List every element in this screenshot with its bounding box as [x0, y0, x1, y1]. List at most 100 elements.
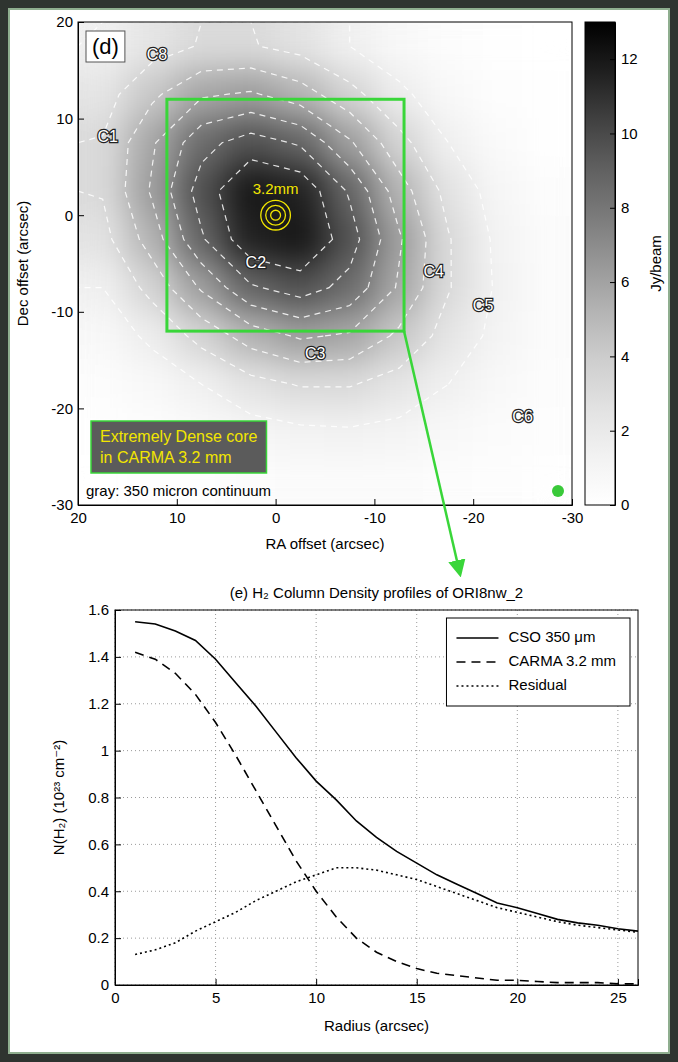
frame-background: [0, 0, 678, 1062]
tick-label: 15: [409, 989, 426, 1006]
heatmap-cell: [325, 456, 375, 505]
tick-label: 0: [111, 989, 119, 1006]
tick-mark: [610, 282, 615, 283]
tick-mark: [177, 499, 178, 505]
tick: 4: [610, 348, 629, 365]
heatmap-cell: [275, 456, 325, 505]
tick-label: 2: [621, 422, 629, 439]
heatmap-cell: [226, 360, 276, 409]
tick-label: 0: [101, 976, 109, 993]
heatmap-cell: [127, 360, 177, 409]
tick: 0.2: [88, 929, 121, 946]
tick-mark: [517, 979, 518, 985]
heatmap-cell: [127, 263, 177, 312]
tick-mark: [78, 312, 84, 313]
colorbar: [585, 22, 615, 505]
heatmap-cell: [325, 118, 375, 167]
heatmap-cell: [473, 311, 523, 360]
heatmap-cell: [423, 456, 473, 505]
tick-mark: [610, 356, 615, 357]
tick-label: 5: [212, 989, 220, 1006]
tick: 0: [610, 496, 629, 513]
heatmap-cell: [78, 360, 128, 409]
tick-mark: [115, 798, 121, 799]
tick-mark: [417, 979, 418, 985]
axis-title: Dec offset (arcsec): [14, 201, 31, 327]
axis-line: [79, 23, 85, 506]
tick: 2: [610, 422, 629, 439]
tick-label: 20: [56, 13, 73, 30]
tick-mark: [618, 979, 619, 985]
tick-label: 0: [272, 509, 280, 526]
tick-label: 0: [65, 207, 73, 224]
tick-label: 8: [621, 199, 629, 216]
heatmap-cell: [127, 166, 177, 215]
heatmap-cell: [325, 408, 375, 457]
heatmap-cell: [226, 22, 276, 71]
heatmap-cell: [127, 215, 177, 264]
tick-mark: [610, 59, 615, 60]
tick: 10: [169, 499, 186, 526]
tick-mark: [78, 22, 84, 23]
tick: 1.4: [88, 648, 121, 665]
axis: 0510152025: [111, 979, 638, 1006]
heatmap-cell: [325, 360, 375, 409]
heatmap-cell: [473, 70, 523, 119]
tick-label: 10: [169, 509, 186, 526]
tick-mark: [78, 408, 84, 409]
tick-label: -20: [51, 400, 73, 417]
tick: -10: [51, 303, 84, 320]
heatmap-cell: [522, 263, 572, 312]
tick: 1.6: [88, 601, 121, 618]
tick: 12: [610, 50, 638, 67]
heatmap-cell: [473, 215, 523, 264]
plot-frame: [78, 22, 572, 505]
callout-box: [91, 421, 266, 473]
tick-mark: [115, 938, 121, 939]
heatmap-cell: [374, 263, 424, 312]
source-label: C5: [473, 297, 494, 314]
heatmap-cell: [176, 263, 226, 312]
tick-mark: [115, 844, 121, 845]
tick-label: 0.4: [88, 883, 109, 900]
core-contour: [261, 200, 291, 230]
tick-label: 0.2: [88, 929, 109, 946]
tick: 1: [101, 742, 121, 759]
chart-title: (e) H₂ Column Density profiles of ORI8nw…: [230, 584, 523, 601]
heatmap-cell: [275, 408, 325, 457]
tick-label: 10: [308, 989, 325, 1006]
core-label: 3.2mm: [253, 180, 299, 197]
legend-label: Residual: [508, 676, 566, 693]
heatmap-cell: [522, 456, 572, 505]
heatmap-cell: [374, 70, 424, 119]
tick-label: 6: [621, 273, 629, 290]
heatmap-cell: [127, 118, 177, 167]
panel-label-box: [86, 31, 125, 62]
source-label: C4: [423, 263, 444, 280]
contour: [78, 22, 492, 427]
grid: [115, 610, 638, 985]
tick: 10: [308, 979, 325, 1006]
heatmap-cell: [374, 215, 424, 264]
heatmap-cell: [423, 166, 473, 215]
panel-label: (d): [86, 31, 125, 62]
grid-line: [115, 891, 638, 892]
panel-letter: (d): [92, 34, 119, 59]
heatmap-cell: [522, 22, 572, 71]
heatmap-cell: [325, 311, 375, 360]
tick: 10: [610, 125, 638, 142]
tick: -10: [364, 499, 386, 526]
grid-line: [416, 610, 417, 985]
tick: 0.4: [88, 883, 121, 900]
tick: 8: [610, 199, 629, 216]
tick: 0: [101, 976, 121, 993]
grid-line: [115, 797, 638, 798]
tick-mark: [115, 985, 121, 986]
heatmap-cell: [275, 360, 325, 409]
legend-swatch: [456, 637, 498, 639]
tick-mark: [374, 499, 375, 505]
heatmap-cell: [176, 70, 226, 119]
callout: Extremely Dense corein CARMA 3.2 mm: [91, 421, 266, 473]
tick: 1.2: [88, 695, 121, 712]
heatmap-cell: [522, 70, 572, 119]
